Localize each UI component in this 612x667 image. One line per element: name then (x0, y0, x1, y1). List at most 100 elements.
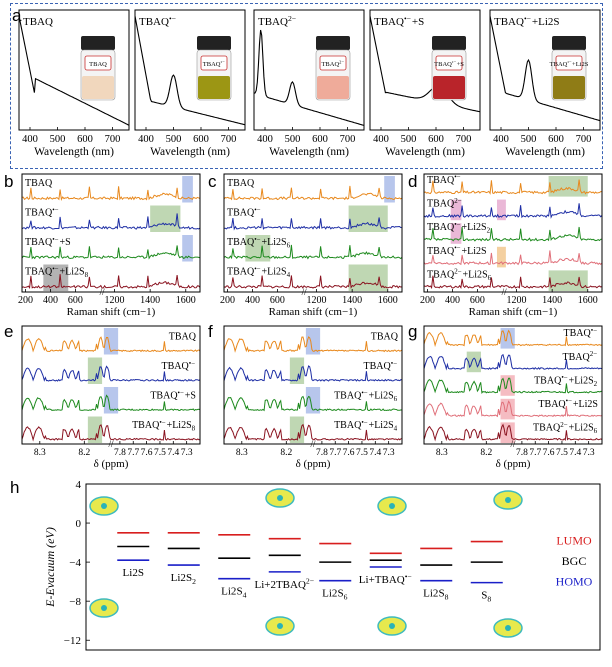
raman-x-tick-label: 1400 (542, 295, 562, 306)
uv-spectrum-line (369, 15, 481, 113)
nmr-trace (223, 365, 403, 382)
nmr-x-tick-label: 7.7 (529, 448, 541, 458)
raman-trace (21, 245, 201, 260)
nmr-trace (423, 377, 603, 395)
raman-x-tick-label: 1600 (578, 295, 598, 306)
nmr-x-tick-label: 7.3 (181, 448, 193, 458)
vial-cap (316, 36, 350, 50)
raman-x-tick-label: 400 (43, 295, 58, 306)
nmr-x-tick-label: 8.2 (280, 448, 292, 458)
orbital-center (389, 623, 395, 629)
vial-label-sticker (84, 55, 112, 71)
uv-x-tick-label: 700 (576, 134, 592, 145)
raman-x-tick-label: 1400 (342, 295, 362, 306)
raman-highlight (496, 246, 506, 268)
nmr-x-tick-label: 7.7 (127, 448, 139, 458)
vial-label-sticker (200, 55, 228, 71)
vial-cap (81, 36, 115, 50)
nmr-trace (223, 336, 403, 353)
panel-label-g: g (408, 322, 418, 341)
nmr-highlight (289, 357, 305, 384)
vial-label-sticker (319, 55, 347, 71)
species-label: Li2S (123, 567, 144, 579)
nmr-x-axis-label: δ (ppm) (496, 458, 531, 470)
uv-x-tick-label: 700 (456, 134, 472, 145)
nmr-trace-label: TBAQ•− (162, 359, 196, 372)
nmr-highlight (103, 387, 119, 414)
uv-x-axis-label: Wavelength (nm) (150, 146, 230, 158)
raman-plot-d: TBAQ•− TBAQ2− TBAQ•− +Li2S2 TBAQ•− +Li2S… (420, 173, 603, 318)
panel-label-e: e (4, 322, 14, 341)
nmr-x-tick-label: 7.5 (356, 448, 368, 458)
y-tick-label: −8 (69, 596, 81, 608)
orbital-center (277, 623, 283, 629)
raman-x-tick-label: 600 (68, 295, 83, 306)
nmr-x-tick-label: 7.8 (316, 448, 328, 458)
raman-trace-label: TBAQ•− (25, 206, 59, 219)
uv-x-tick-label: 500 (285, 134, 301, 145)
nmr-x-tick-label: 8.3 (436, 448, 448, 458)
raman-x-tick-label: 200 (220, 295, 235, 306)
raman-plot-frame (223, 173, 403, 293)
uv-x-tick-label: 400 (373, 134, 389, 145)
raman-trace (223, 244, 403, 260)
axis-break-mark: // (510, 439, 516, 449)
axis-break-mark: // (302, 287, 308, 297)
raman-trace-label: TBAQ•− +S (25, 235, 71, 248)
raman-highlight (450, 223, 462, 244)
uv-x-tick-label: 500 (166, 134, 182, 145)
vial-liquid (553, 76, 585, 99)
raman-highlight (384, 176, 395, 203)
raman-x-tick-label: 400 (445, 295, 460, 306)
raman-x-tick-label: 1400 (140, 295, 160, 306)
nmr-x-tick-label: 7.4 (569, 448, 581, 458)
raman-trace-label: TBAQ (25, 178, 53, 189)
raman-trace (224, 217, 403, 231)
nmr-trace (423, 400, 603, 418)
nmr-trace (21, 394, 201, 412)
nmr-trace (21, 336, 201, 353)
raman-trace-label: TBAQ2− +Li2S6 (427, 268, 492, 282)
raman-trace (423, 250, 603, 266)
uv-spectrum-line (134, 15, 246, 126)
raman-x-tick-label: 600 (270, 295, 285, 306)
vial-label-text: TBAQ•− (203, 60, 225, 68)
vial-cap (552, 36, 586, 50)
nmr-trace-label: TBAQ•− +Li2S6 (334, 389, 398, 403)
nmr-x-tick-label: 7.7 (329, 448, 341, 458)
uv-plot-frame (253, 9, 365, 131)
raman-x-axis-label: Raman shift (cm−1) (67, 306, 156, 318)
nmr-x-tick-label: 7.5 (556, 448, 568, 458)
uv-x-axis-label: Wavelength (nm) (505, 146, 585, 158)
raman-trace (21, 186, 201, 201)
nmr-trace (423, 423, 603, 442)
raman-plot-b: TBAQ TBAQ•− TBAQ•− +S TBAQ•− +Li2S8 200 400… (18, 173, 201, 318)
vial-label-text: TBAQ2− (321, 60, 344, 68)
panel-a-frame (10, 3, 603, 169)
vial-label-text: TBAQ•− +S (434, 60, 464, 68)
nmr-trace (423, 329, 603, 348)
vial-liquid (317, 76, 349, 99)
vial-liquid (82, 76, 114, 99)
vial-cap (432, 36, 466, 50)
nmr-trace-label: TBAQ•− (364, 359, 398, 372)
nmr-plot-frame (21, 325, 201, 445)
axis-break-mark: // (502, 287, 508, 297)
uv-x-tick-label: 400 (493, 134, 509, 145)
panel-label-d: d (408, 172, 418, 191)
uv-x-tick-label: 600 (548, 134, 564, 145)
raman-plot-c: TBAQ TBAQ•− TBAQ•− +Li2S6 TBAQ•− +Li2S4 2… (220, 173, 403, 318)
vial-liquid (198, 76, 230, 99)
uv-x-tick-label: 600 (77, 134, 93, 145)
orbital-center (101, 605, 107, 611)
raman-highlight (182, 235, 193, 262)
uv-plot-title: TBAQ•− (139, 14, 177, 28)
vial-liquid (433, 76, 465, 99)
species-label: Li2S4 (221, 586, 247, 600)
nmr-x-tick-label: 7.6 (343, 448, 355, 458)
nmr-trace-label: TBAQ•− +Li2S8 (132, 418, 196, 432)
y-tick-label: 4 (76, 479, 82, 491)
raman-plot-frame (423, 173, 603, 293)
uv-spectrum-line (489, 15, 601, 122)
